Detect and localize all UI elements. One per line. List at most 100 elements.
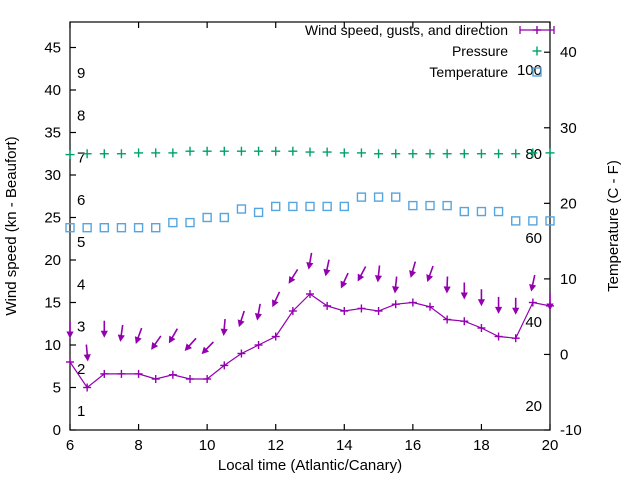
marker-square (185, 217, 195, 228)
marker-square (493, 206, 504, 217)
beaufort-label-8: 8 (77, 107, 85, 124)
marker-square (391, 192, 401, 202)
marker-square (528, 216, 538, 226)
marker-square (305, 201, 315, 212)
y-tick-label: 35 (44, 125, 61, 142)
y2-axis-title: Temperature (C - F) (605, 160, 622, 292)
beaufort-label-3: 3 (77, 319, 85, 336)
x-tick-label: 16 (405, 437, 422, 454)
y-tick-label: 5 (53, 380, 61, 397)
marker-square (373, 192, 384, 202)
y2-tick-label: 30 (560, 120, 577, 137)
marker-square (322, 201, 332, 212)
marker-square (99, 222, 109, 233)
beaufort-label-6: 6 (77, 192, 85, 209)
wind-direction-arrow (357, 266, 367, 282)
wind-direction-arrow (323, 259, 331, 277)
marker-square (288, 201, 298, 212)
marker-square (545, 216, 555, 226)
y2-tick-label: -10 (560, 422, 582, 439)
wind-direction-arrow (494, 296, 503, 314)
marker-square (236, 204, 247, 214)
beaufort-label-4: 4 (77, 276, 85, 293)
marker-square (65, 222, 75, 233)
beaufort-label-1: 1 (77, 403, 85, 420)
x-tick-label: 8 (134, 437, 142, 454)
beaufort-label-7: 7 (77, 150, 85, 167)
fahrenheit-label-60: 60 (525, 230, 542, 247)
wind-direction-arrow (426, 265, 434, 282)
x-tick-label: 6 (66, 437, 74, 454)
legend-label-2: Temperature (429, 64, 508, 80)
beaufort-label-2: 2 (77, 361, 85, 378)
marker-square (271, 201, 281, 212)
fahrenheit-label-40: 40 (525, 314, 542, 331)
marker-square (459, 206, 469, 217)
wind-direction-arrow (83, 344, 91, 362)
marker-square (408, 200, 418, 211)
marker-square (82, 222, 92, 233)
y-tick-label: 15 (44, 295, 61, 312)
x-tick-label: 10 (199, 437, 216, 454)
wind-direction-arrow (254, 303, 262, 321)
legend-label-1: Pressure (452, 43, 508, 59)
x-tick-label: 20 (542, 437, 559, 454)
marker-square (133, 222, 144, 233)
wind-direction-arrow (288, 268, 299, 284)
y-tick-label: 20 (44, 252, 61, 269)
wind-direction-arrow (409, 261, 417, 278)
beaufort-label-9: 9 (77, 65, 85, 82)
y2-tick-label: 20 (560, 195, 577, 212)
legend-label-0: Wind speed, gusts, and direction (305, 22, 508, 38)
wind-direction-arrow (117, 324, 125, 342)
wind-direction-arrow (443, 276, 451, 294)
y-tick-label: 45 (44, 40, 61, 57)
wind-direction-arrow (201, 341, 214, 355)
marker-square (219, 212, 229, 223)
y-tick-label: 40 (44, 82, 61, 99)
fahrenheit-label-80: 80 (525, 146, 542, 163)
marker-square (425, 200, 435, 211)
wind-direction-arrow (392, 276, 400, 294)
y-tick-label: 0 (53, 422, 61, 439)
wind-direction-arrow (220, 318, 228, 336)
wind-direction-arrow (374, 265, 383, 283)
wind-direction-arrow (512, 297, 520, 315)
y2-tick-label: 0 (560, 346, 568, 363)
wind-direction-arrow (100, 320, 108, 338)
wind-direction-arrow (237, 310, 245, 328)
wind-direction-arrow (529, 274, 537, 292)
marker-square (151, 222, 161, 233)
y-tick-label: 30 (44, 167, 61, 184)
x-tick-label: 14 (336, 437, 353, 454)
y-tick-label: 25 (44, 210, 61, 227)
wind-direction-arrow (340, 272, 349, 289)
marker-square (511, 216, 521, 226)
beaufort-label-5: 5 (77, 234, 85, 251)
marker-square (339, 201, 349, 212)
x-axis-title: Local time (Atlantic/Canary) (218, 457, 402, 474)
marker-square (532, 67, 542, 77)
wind-direction-arrow (168, 328, 179, 344)
wind-direction-arrow (151, 335, 162, 350)
wind-direction-arrow (134, 327, 143, 345)
wind-direction-arrow (66, 321, 74, 339)
x-tick-label: 18 (473, 437, 490, 454)
wind-direction-arrow (477, 289, 486, 307)
wind-direction-arrow (460, 282, 468, 300)
marker-square (116, 222, 127, 233)
marker-square (202, 212, 212, 223)
marker-square (442, 200, 452, 211)
y2-tick-label: 40 (560, 44, 577, 61)
y-tick-label: 10 (44, 337, 61, 354)
fahrenheit-label-100: 100 (517, 62, 542, 79)
fahrenheit-label-20: 20 (525, 398, 542, 415)
wind-direction-arrow (546, 293, 554, 311)
marker-square (356, 192, 367, 202)
y2-tick-label: 10 (560, 271, 577, 288)
y-axis-title: Wind speed (kn - Beaufort) (3, 136, 20, 315)
wind-direction-arrow (184, 337, 197, 351)
x-tick-label: 12 (267, 437, 284, 454)
